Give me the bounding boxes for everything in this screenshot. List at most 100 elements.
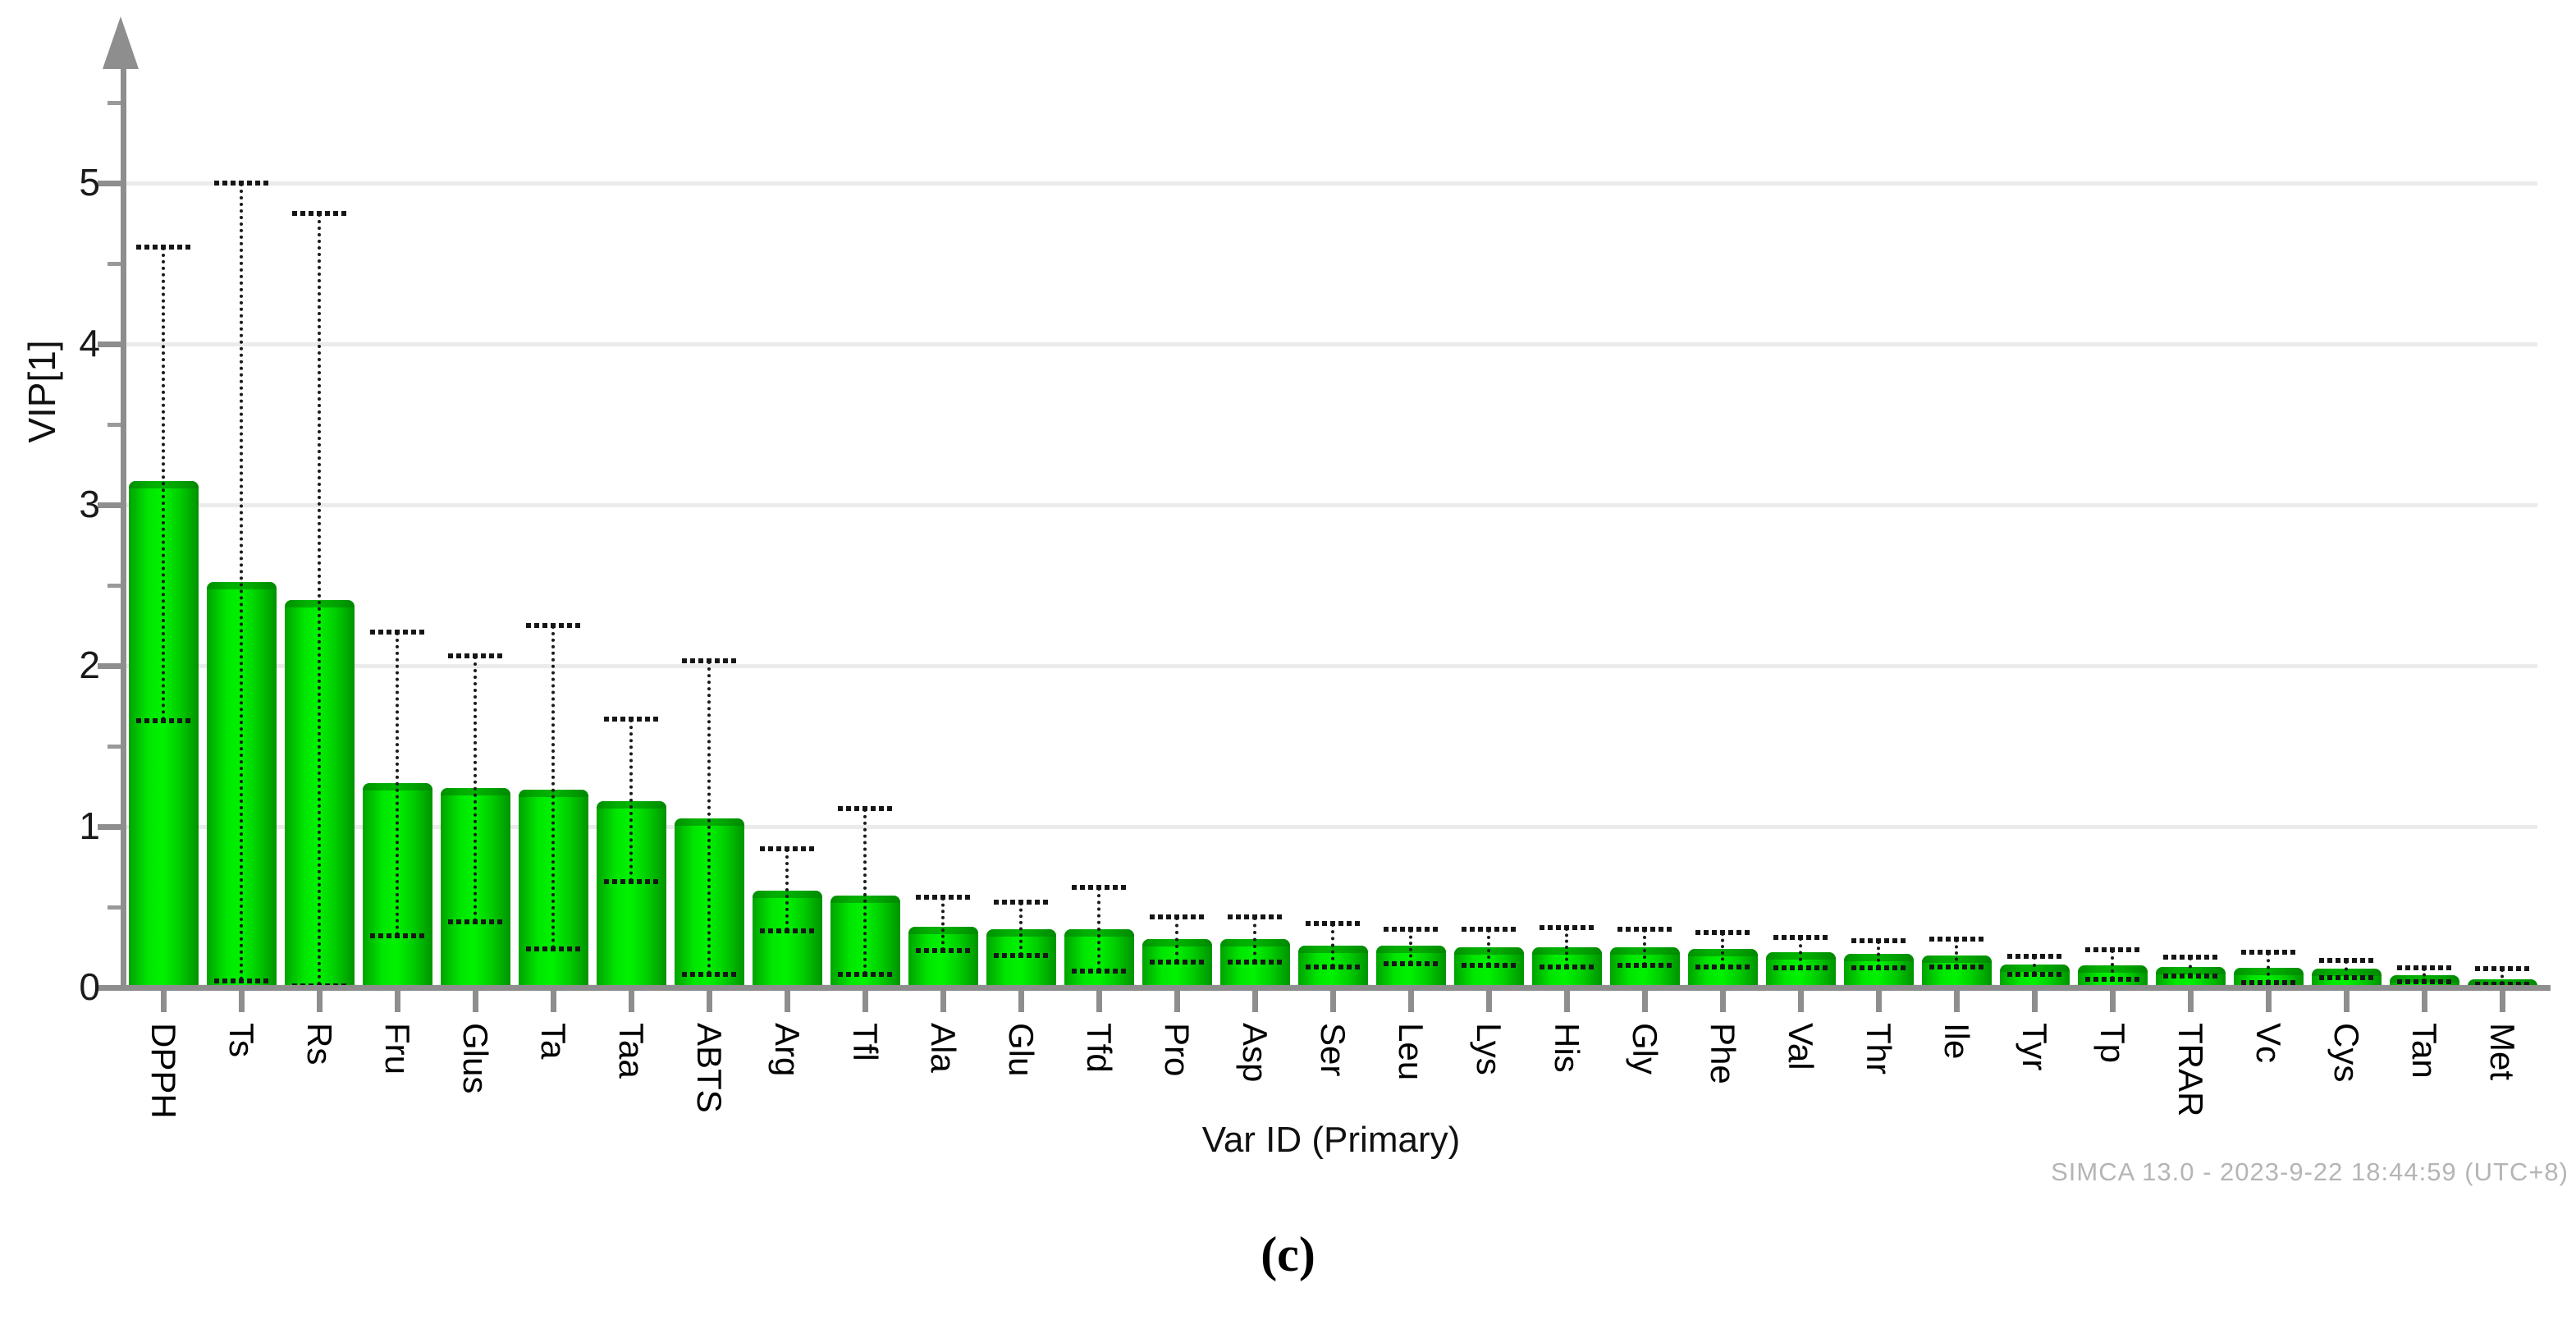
error-bar-line: [2033, 956, 2036, 975]
error-cap-top: [526, 623, 580, 628]
error-cap-bottom: [916, 947, 970, 953]
error-cap-bottom: [1462, 962, 1516, 968]
error-bar-line: [863, 809, 867, 975]
x-axis-tick: [317, 991, 323, 1012]
x-axis-tick: [2500, 991, 2505, 1012]
x-tick-label-text: Tfd: [1080, 1023, 1119, 1073]
x-tick-label-text: Fru: [378, 1023, 417, 1075]
error-cap-bottom: [1695, 964, 1750, 969]
error-bar-line: [1877, 941, 1880, 969]
error-cap-bottom: [2397, 979, 2451, 985]
error-cap-top: [1150, 914, 1204, 919]
x-tick-label: TRAR: [2167, 1023, 2213, 1116]
error-cap-top: [1462, 927, 1516, 933]
x-tick-label: Vc: [2245, 1023, 2291, 1063]
x-tick-label: Phe: [1700, 1023, 1746, 1084]
x-tick-label: Ta: [530, 1023, 576, 1059]
x-tick-label-text: Ala: [924, 1023, 963, 1073]
error-bar-line: [1487, 929, 1490, 965]
x-tick-label: Asp: [1232, 1023, 1278, 1082]
simca-credit-text: SIMCA 13.0 - 2023-9-22 18:44:59 (UTC+8): [2051, 1157, 2569, 1186]
x-tick-label-text: Met: [2483, 1023, 2522, 1081]
error-bar-line: [396, 631, 399, 937]
x-tick-label-text: Thr: [1860, 1023, 1898, 1075]
x-tick-label: His: [1544, 1023, 1590, 1073]
error-bar-line: [1643, 929, 1646, 965]
y-tick-label: 2: [79, 644, 100, 686]
error-bar-line: [785, 849, 789, 932]
x-tick-label: Gly: [1622, 1023, 1668, 1075]
x-axis-tick: [2032, 991, 2038, 1012]
x-tick-label-text: Lys: [1470, 1023, 1508, 1075]
error-bar-line: [1721, 933, 1724, 967]
y-axis-major-tick: [98, 824, 126, 830]
error-cap-bottom: [604, 878, 658, 884]
error-cap-bottom: [1773, 965, 1828, 971]
error-bar-line: [162, 247, 165, 721]
error-cap-top: [1306, 920, 1360, 926]
x-axis-tick: [1174, 991, 1180, 1012]
x-tick-label: Ser: [1310, 1023, 1356, 1076]
error-cap-top: [448, 653, 502, 659]
error-cap-top: [1384, 927, 1438, 933]
x-axis-tick: [551, 991, 556, 1012]
error-cap-top: [2319, 957, 2373, 963]
error-cap-top: [2475, 966, 2529, 972]
error-cap-bottom: [448, 919, 502, 924]
error-cap-top: [214, 181, 268, 186]
y-axis-line: [121, 66, 126, 991]
x-tick-label: Pro: [1154, 1023, 1200, 1076]
x-axis-tick: [2188, 991, 2194, 1012]
error-cap-bottom: [994, 952, 1048, 958]
error-cap-top: [604, 716, 658, 722]
x-tick-label-text: ABTS: [690, 1023, 729, 1113]
error-bar-line: [2345, 960, 2348, 978]
x-tick-label-text: Glus: [456, 1023, 495, 1094]
y-axis-major-tick: [98, 502, 126, 508]
x-tick-label: Cys: [2323, 1023, 2369, 1082]
x-tick-label-text: Ser: [1314, 1023, 1352, 1077]
x-axis-tick: [2344, 991, 2350, 1012]
error-bar-line: [1799, 937, 1802, 969]
y-tick-label: 5: [79, 161, 100, 204]
error-cap-bottom: [136, 717, 190, 723]
error-bar-line: [2189, 956, 2192, 977]
x-tick-label-text: Taa: [612, 1023, 651, 1079]
error-cap-top: [370, 629, 424, 635]
error-cap-bottom: [1072, 969, 1126, 974]
x-axis-tick: [2110, 991, 2116, 1012]
x-axis-tick: [1642, 991, 1648, 1012]
x-tick-label: Arg: [764, 1023, 810, 1076]
error-bar-line: [551, 626, 555, 949]
error-bar-line: [1097, 887, 1100, 972]
y-axis-minor-tick: [108, 423, 126, 427]
x-tick-label-text: DPPH: [144, 1023, 183, 1119]
error-cap-bottom: [2241, 980, 2295, 986]
x-tick-label: Fru: [374, 1023, 420, 1075]
error-bar-line: [240, 183, 243, 982]
x-tick-label-text: Phe: [1704, 1023, 1742, 1084]
x-tick-label-text: Tp: [2093, 1023, 2132, 1064]
x-tick-label-text: Cys: [2327, 1023, 2366, 1083]
y-axis-major-tick: [98, 985, 126, 991]
x-axis-tick: [629, 991, 634, 1012]
error-cap-bottom: [2475, 982, 2529, 988]
error-bar-line: [629, 718, 633, 882]
error-cap-top: [994, 900, 1048, 905]
error-cap-top: [682, 658, 736, 664]
x-tick-label-text: Ile: [1938, 1023, 1976, 1060]
x-axis-tick: [395, 991, 400, 1012]
x-tick-label-text: His: [1548, 1023, 1586, 1073]
error-bar-line: [2111, 949, 2114, 980]
error-cap-bottom: [682, 972, 736, 978]
error-cap-top: [2397, 965, 2451, 971]
error-cap-bottom: [760, 928, 814, 934]
error-bar-line: [941, 897, 945, 951]
error-cap-bottom: [370, 933, 424, 939]
x-axis-title: Var ID (Primary): [1201, 1120, 1461, 1160]
x-axis-tick: [707, 991, 712, 1012]
x-tick-label-text: Arg: [768, 1023, 807, 1077]
x-tick-label-text: Tan: [2405, 1023, 2444, 1079]
y-axis-minor-tick: [108, 101, 126, 105]
gridline: [126, 181, 2537, 186]
